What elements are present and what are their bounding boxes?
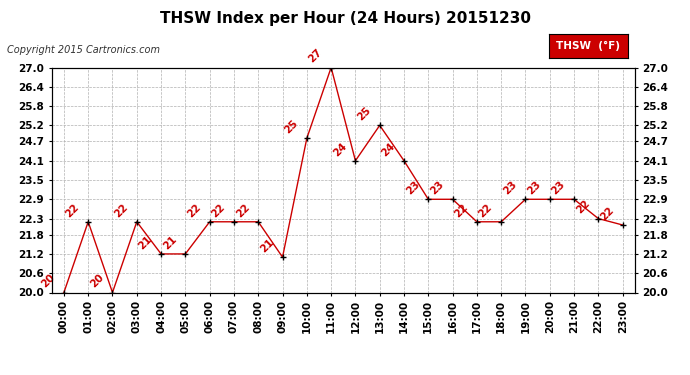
Text: 21: 21: [161, 234, 179, 251]
Text: THSW Index per Hour (24 Hours) 20151230: THSW Index per Hour (24 Hours) 20151230: [159, 11, 531, 26]
Text: 22: 22: [186, 202, 203, 219]
Text: 20: 20: [39, 272, 57, 290]
Text: 24: 24: [331, 141, 348, 158]
Text: 21: 21: [258, 237, 275, 254]
Text: 22: 22: [234, 202, 251, 219]
Text: THSW  (°F): THSW (°F): [556, 41, 620, 51]
Text: 25: 25: [283, 118, 300, 135]
Text: Copyright 2015 Cartronics.com: Copyright 2015 Cartronics.com: [7, 45, 160, 55]
Text: 27: 27: [307, 47, 324, 65]
Text: 22: 22: [598, 205, 615, 222]
Text: 24: 24: [380, 141, 397, 158]
Text: 23: 23: [428, 179, 446, 196]
Text: 25: 25: [355, 105, 373, 123]
Text: 22: 22: [210, 202, 227, 219]
Text: 22: 22: [574, 198, 591, 216]
Text: 23: 23: [526, 179, 543, 196]
Text: 22: 22: [112, 202, 130, 219]
Text: 23: 23: [501, 179, 518, 196]
Text: 23: 23: [550, 179, 567, 196]
Text: 22: 22: [64, 202, 81, 219]
Text: 20: 20: [88, 272, 106, 290]
Text: 22: 22: [453, 202, 470, 219]
Text: 22: 22: [477, 202, 494, 219]
Text: 21: 21: [137, 234, 154, 251]
Text: 23: 23: [404, 179, 422, 196]
